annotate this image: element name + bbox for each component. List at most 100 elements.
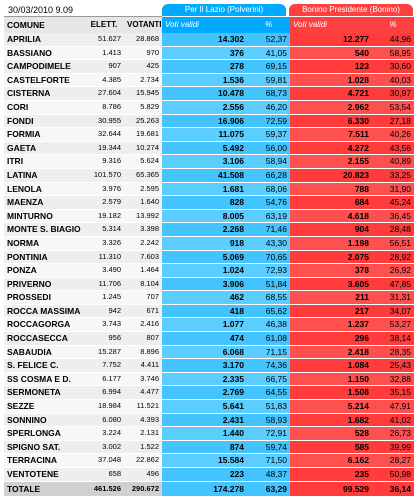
cell-elettori: 658 [84, 467, 124, 482]
cell-comune: PONZA [4, 263, 84, 278]
cell-polverini-pct: 64,55 [247, 385, 290, 400]
cell-bonino-pct: 36,45 [372, 209, 414, 223]
cell-elettori: 3.976 [84, 182, 124, 196]
cell-bonino-votes: 4.272 [290, 141, 372, 155]
cell-votanti: 4.411 [124, 358, 162, 373]
cell-comune: CISTERNA [4, 86, 84, 101]
cell-votanti: 1.640 [124, 195, 162, 210]
cell-polverini-pct: 54,76 [247, 195, 290, 210]
cell-votanti: 970 [124, 46, 162, 60]
totals-elettori: 461.526 [84, 481, 124, 496]
cell-polverini-votes: 1.077 [162, 317, 247, 332]
cell-polverini-pct: 59,74 [247, 440, 290, 454]
cell-comune: MAENZA [4, 195, 84, 210]
cell-bonino-votes: 2.418 [290, 345, 372, 359]
cell-comune: NORMA [4, 236, 84, 250]
cell-polverini-pct: 72,93 [247, 263, 290, 278]
cell-bonino-pct: 47,85 [372, 277, 414, 291]
cell-votanti: 15.945 [124, 86, 162, 101]
cell-polverini-pct: 59,81 [247, 73, 290, 87]
totals-label: TOTALE [4, 481, 84, 496]
cell-comune: FONDI [4, 114, 84, 128]
cell-elettori: 51.627 [84, 33, 124, 47]
cell-bonino-votes: 20.823 [290, 168, 372, 183]
cell-polverini-pct: 58,94 [247, 154, 290, 169]
table-row: SPERLONGA 3.224 2.131 1.440 72,91 528 26,73 [4, 426, 414, 441]
cell-elettori: 907 [84, 59, 124, 74]
cell-bonino-pct: 40,89 [372, 154, 414, 169]
column-header-bonino-pct: % [372, 16, 414, 33]
table-row: ROCCASECCA 956 807 474 61,08 296 38,14 [4, 331, 414, 346]
cell-bonino-pct: 39,99 [372, 440, 414, 454]
table-row: MONTE S. BIAGIO 5.314 3.398 2.268 71,46 904 28… [4, 222, 414, 237]
cell-elettori: 5.314 [84, 222, 124, 237]
table-row: SONNINO 6.080 4.393 2.431 58,93 1.682 41,02 [4, 413, 414, 427]
cell-polverini-votes: 1.440 [162, 426, 247, 441]
cell-bonino-votes: 1.237 [290, 317, 372, 332]
cell-bonino-pct: 53,54 [372, 100, 414, 115]
cell-votanti: 2.734 [124, 73, 162, 87]
totals-polverini-votes: 174.278 [162, 481, 247, 496]
cell-comune: SS COSMA E D. [4, 372, 84, 386]
cell-elettori: 18.984 [84, 399, 124, 414]
cell-comune: SABAUDIA [4, 345, 84, 359]
cell-bonino-votes: 235 [290, 467, 372, 482]
cell-votanti: 1.464 [124, 263, 162, 278]
cell-comune: ROCCA MASSIMA [4, 304, 84, 318]
table-row: LENOLA 3.976 2.595 1.681 68,06 788 31,90 [4, 182, 414, 196]
cell-votanti: 25.263 [124, 114, 162, 128]
column-header-elettori: ELETT. [84, 16, 124, 33]
cell-comune: GAETA [4, 141, 84, 155]
cell-polverini-pct: 68,55 [247, 290, 290, 305]
cell-polverini-pct: 68,73 [247, 86, 290, 101]
cell-bonino-votes: 528 [290, 426, 372, 441]
cell-comune: MONTE S. BIAGIO [4, 222, 84, 237]
cell-polverini-votes: 3.106 [162, 154, 247, 169]
cell-elettori: 7.752 [84, 358, 124, 373]
table-row: CASTELFORTE 4.385 2.734 1.536 59,81 1.028 40,0… [4, 73, 414, 87]
cell-polverini-pct: 66,28 [247, 168, 290, 183]
cell-polverini-votes: 1.024 [162, 263, 247, 278]
cell-bonino-votes: 2.155 [290, 154, 372, 169]
cell-polverini-pct: 74,36 [247, 358, 290, 373]
cell-polverini-pct: 72,59 [247, 114, 290, 128]
cell-elettori: 15.287 [84, 345, 124, 359]
totals-votanti: 290.672 [124, 481, 162, 496]
cell-polverini-pct: 72,91 [247, 426, 290, 441]
column-header-votanti: VOTANTI [124, 16, 162, 33]
table-header-row: COMUNE ELETT. VOTANTI Voti validi % Voti… [4, 16, 414, 33]
cell-polverini-votes: 6.068 [162, 345, 247, 359]
cell-comune: PRIVERNO [4, 277, 84, 291]
totals-bonino-pct: 36,14 [372, 481, 414, 496]
cell-votanti: 496 [124, 467, 162, 482]
table-row: SERMONETA 6.994 4.477 2.769 64,55 1.508 35,15 [4, 385, 414, 400]
totals-bonino-votes: 99.529 [290, 481, 372, 496]
cell-bonino-pct: 53,27 [372, 317, 414, 332]
table-row: MAENZA 2.579 1.640 828 54,76 684 45,24 [4, 195, 414, 210]
cell-votanti: 2.131 [124, 426, 162, 441]
cell-bonino-votes: 2.075 [290, 250, 372, 264]
cell-elettori: 3.326 [84, 236, 124, 250]
cell-bonino-votes: 5.214 [290, 399, 372, 414]
cell-elettori: 8.786 [84, 100, 124, 115]
cell-elettori: 37.048 [84, 453, 124, 468]
cell-comune: LATINA [4, 168, 84, 183]
cell-comune: SEZZE [4, 399, 84, 414]
cell-votanti: 5.829 [124, 100, 162, 115]
cell-elettori: 3.002 [84, 440, 124, 454]
table-row: LATINA 101.570 65.365 41.508 66,28 20.823 33,2… [4, 168, 414, 183]
cell-votanti: 2.242 [124, 236, 162, 250]
cell-votanti: 11.521 [124, 399, 162, 414]
cell-bonino-votes: 211 [290, 290, 372, 305]
cell-votanti: 707 [124, 290, 162, 305]
cell-polverini-pct: 71,15 [247, 345, 290, 359]
cell-comune: SPIGNO SAT. [4, 440, 84, 454]
cell-comune: APRILIA [4, 33, 84, 47]
cell-comune: SERMONETA [4, 385, 84, 400]
cell-bonino-pct: 28,48 [372, 222, 414, 237]
cell-polverini-votes: 1.681 [162, 182, 247, 196]
cell-bonino-pct: 44,96 [372, 33, 414, 47]
cell-bonino-pct: 30,60 [372, 59, 414, 74]
cell-polverini-votes: 15.584 [162, 453, 247, 468]
